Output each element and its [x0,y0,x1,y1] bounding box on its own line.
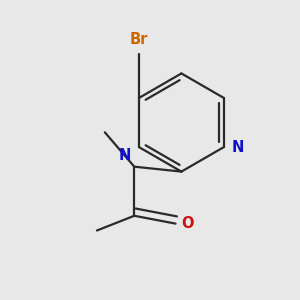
Text: O: O [182,216,194,231]
Text: Br: Br [130,32,148,47]
Text: N: N [119,148,131,163]
Text: N: N [232,140,244,154]
